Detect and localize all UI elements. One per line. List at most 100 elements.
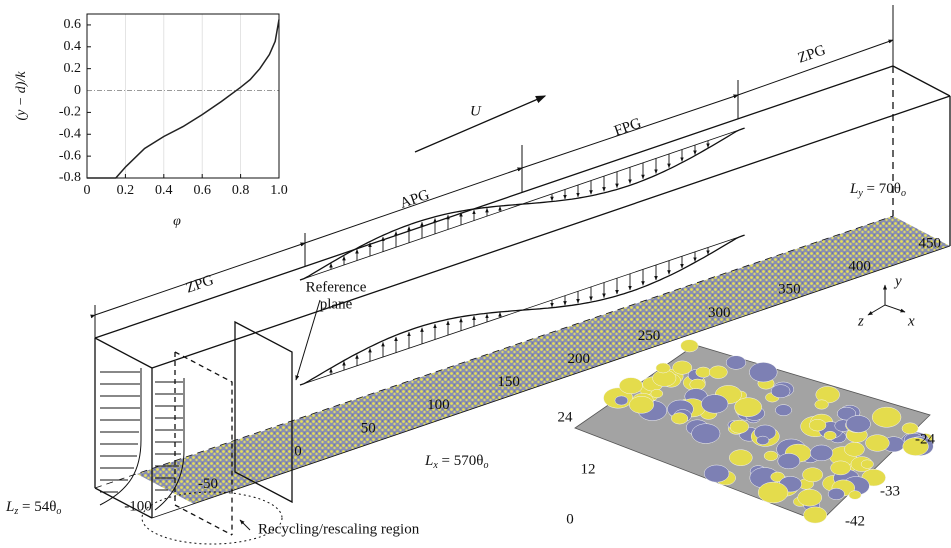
bump: [770, 384, 791, 399]
surface-tick-label: 12: [581, 461, 596, 477]
streamwise-ticks: -100 -50 0 50 100 150 200 250 300 350 400 450: [124, 236, 941, 515]
bump: [734, 397, 762, 417]
bump: [814, 399, 829, 410]
bump: [827, 488, 845, 500]
triad-label: z: [857, 313, 864, 329]
streamwise-tick-label: 50: [361, 420, 376, 436]
lx-label: Lx = 570θo: [424, 453, 488, 471]
bump: [650, 389, 664, 399]
bump: [695, 366, 712, 378]
region-label: ZPG: [796, 42, 828, 66]
y-tick-label: -0.8: [59, 170, 81, 185]
y-tick-label: -0.2: [59, 105, 81, 120]
bump: [756, 435, 770, 445]
y-axis-label: (y − d)/k: [14, 71, 29, 121]
bump: [845, 415, 871, 433]
x-axis-label: φ: [173, 214, 181, 229]
bump: [729, 449, 753, 466]
streamwise-tick-label: 450: [919, 236, 942, 252]
x-tick-label: 0.2: [117, 183, 135, 198]
bump: [803, 506, 828, 524]
y-tick-label: -0.6: [59, 148, 81, 163]
triad-label: y: [893, 273, 902, 289]
bump: [680, 339, 699, 353]
streamwise-tick-label: 400: [848, 259, 871, 275]
bump: [708, 365, 728, 379]
surface-tick-label: 0: [566, 511, 574, 527]
surface-ticks: 24 12 0 -24 -33 -42: [558, 409, 936, 529]
x-tick-label: 0.8: [232, 183, 250, 198]
streamwise-tick-label: -50: [198, 476, 218, 492]
bump: [770, 471, 785, 483]
x-tick-label: 0.4: [155, 183, 173, 198]
streamwise-tick-label: 0: [294, 443, 302, 459]
bump: [763, 450, 778, 461]
triad-label: x: [907, 313, 915, 329]
y-tick-label: 0.4: [64, 39, 82, 54]
ly-label: Ly = 70θo: [849, 181, 906, 199]
bump: [703, 464, 730, 483]
streamwise-tick-label: 150: [497, 374, 520, 390]
bump: [902, 437, 929, 456]
bump: [749, 362, 778, 383]
streamwise-tick-label: -100: [124, 498, 152, 514]
surface-tick-label: -24: [915, 431, 935, 447]
streamwise-tick-label: 200: [568, 351, 591, 367]
y-tick-label: 0.2: [64, 61, 82, 76]
streamwise-tick-label: 300: [708, 305, 731, 321]
bump: [619, 377, 643, 395]
velocity-label: U: [470, 103, 482, 119]
streamwise-tick-label: 250: [638, 328, 661, 344]
data-line: [87, 19, 280, 179]
bump: [844, 442, 865, 457]
bump: [775, 404, 792, 417]
bump: [871, 406, 902, 428]
bump: [691, 423, 721, 444]
bump: [671, 412, 689, 425]
y-tick-label: 0.6: [64, 17, 82, 32]
bump: [848, 490, 862, 500]
streamwise-tick-label: 350: [778, 282, 801, 298]
bump: [823, 430, 837, 441]
inset-chart: 0 0.2 0.4 0.6 0.8 1.0 -0.8 -0.6 -0.4 -0.2 0 0.2 0.4 0…: [14, 13, 288, 229]
reference-label: Reference: [306, 279, 367, 295]
reference-label: plane: [320, 296, 353, 312]
surface-tick-label: 24: [558, 409, 574, 425]
x-tick-label: 0: [84, 183, 91, 198]
bump: [802, 467, 823, 483]
roughness-surface: [574, 339, 934, 524]
axis-triad: [867, 284, 906, 316]
domain-box: [94, 65, 951, 536]
streamwise-tick-label: 100: [427, 397, 450, 413]
plot-frame: [86, 13, 280, 179]
x-tick-label: 1.0: [270, 183, 288, 198]
dimension-lines: [90, 5, 894, 545]
bump: [757, 481, 789, 504]
y-tick-label: 0: [74, 83, 81, 98]
region-label: APG: [398, 187, 432, 212]
bump: [672, 360, 693, 375]
bump: [865, 434, 890, 452]
bump: [701, 394, 729, 414]
bump: [901, 422, 919, 435]
bump: [655, 362, 671, 374]
lz-label: Lz = 54θo: [5, 499, 61, 517]
inlet-profile: [99, 368, 185, 511]
y-tick-label: -0.4: [59, 126, 81, 141]
surface-tick-label: -42: [845, 513, 865, 529]
profile-curve: [299, 234, 745, 386]
bump: [777, 453, 801, 470]
bump: [808, 419, 827, 432]
labels: ZPG APG FPG ZPG U Reference plane Ly = 7…: [5, 42, 915, 537]
bump: [614, 395, 629, 406]
bump: [860, 459, 874, 469]
profile-curve: [299, 127, 745, 281]
bump: [729, 419, 749, 434]
region-label: FPG: [612, 115, 643, 139]
bump: [725, 355, 747, 370]
bump: [830, 460, 851, 476]
surface-tick-label: -33: [880, 483, 900, 499]
bump: [810, 444, 833, 462]
